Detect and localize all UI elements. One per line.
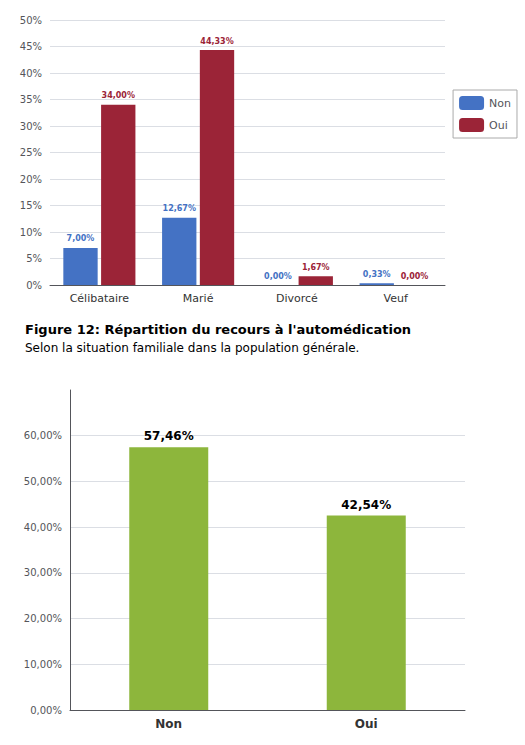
svg-text:25%: 25% [20,147,42,158]
svg-text:20,00%: 20,00% [24,613,62,624]
svg-text:40%: 40% [20,68,42,79]
svg-text:44,33%: 44,33% [200,37,233,46]
svg-text:15%: 15% [20,200,42,211]
svg-text:Oui: Oui [355,717,378,731]
svg-text:0,00%: 0,00% [264,272,292,281]
svg-text:20%: 20% [20,174,42,185]
svg-text:Selon la situation familiale d: Selon la situation familiale dans la pop… [25,341,359,355]
svg-text:5%: 5% [26,253,42,264]
svg-text:Figure 12: Répartition du reco: Figure 12: Répartition du recours à l'au… [25,322,411,337]
svg-text:Marié: Marié [183,292,214,305]
svg-text:Non: Non [489,97,511,110]
svg-text:10,00%: 10,00% [24,659,62,670]
svg-text:50,00%: 50,00% [24,476,62,487]
svg-text:30,00%: 30,00% [24,567,62,578]
svg-text:42,54%: 42,54% [341,498,391,512]
svg-text:45%: 45% [20,41,42,52]
svg-text:12,67%: 12,67% [163,204,196,213]
svg-text:Oui: Oui [489,119,508,132]
svg-text:50%: 50% [20,15,42,26]
svg-text:60,00%: 60,00% [24,430,62,441]
svg-text:35%: 35% [20,94,42,105]
svg-text:Divorcé: Divorcé [276,292,318,305]
svg-text:34,00%: 34,00% [102,91,135,100]
svg-text:Célibataire: Célibataire [70,292,130,305]
svg-text:30%: 30% [20,121,42,132]
svg-text:10%: 10% [20,227,42,238]
svg-text:57,46%: 57,46% [144,429,194,443]
svg-text:Veuf: Veuf [383,292,408,305]
svg-text:7,00%: 7,00% [67,234,95,243]
svg-text:0,33%: 0,33% [363,270,391,279]
svg-text:1,67%: 1,67% [302,263,330,272]
svg-text:0,00%: 0,00% [30,705,62,716]
svg-text:0,00%: 0,00% [401,272,429,281]
svg-text:Non: Non [155,717,182,731]
svg-text:0%: 0% [26,280,42,291]
svg-text:40,00%: 40,00% [24,522,62,533]
